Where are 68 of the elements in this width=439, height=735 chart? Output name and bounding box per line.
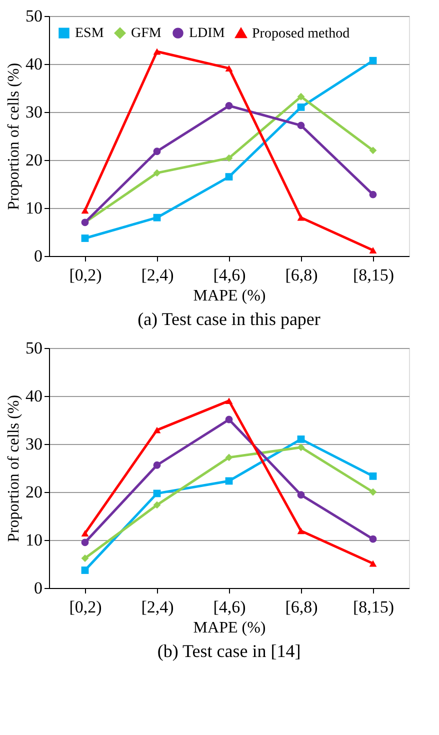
point	[153, 148, 161, 156]
point	[369, 535, 377, 543]
point	[297, 444, 305, 452]
x-tick-label: [6,8)	[285, 266, 318, 284]
y-tick-label: 30	[26, 434, 42, 454]
x-tick-label: [8,15)	[352, 598, 394, 616]
point	[297, 214, 305, 221]
y-tick-label: 10	[26, 198, 42, 218]
point	[81, 538, 89, 546]
point	[297, 528, 305, 534]
y-tick-label: 30	[26, 102, 42, 122]
point	[297, 92, 305, 100]
point	[225, 154, 233, 162]
point	[153, 169, 161, 177]
point	[297, 491, 305, 499]
point	[225, 416, 233, 424]
point	[153, 461, 161, 469]
x-tick-label: [4,6)	[213, 266, 246, 284]
point	[81, 234, 89, 242]
point	[369, 146, 377, 154]
x-axis-title: MAPE (%)	[193, 620, 266, 636]
point	[369, 472, 377, 480]
point	[297, 122, 305, 130]
x-tick-label: [2,4)	[141, 266, 174, 284]
legend-label: GFM	[131, 26, 162, 42]
x-axis-title: MAPE (%)	[193, 288, 266, 304]
x-tick-label: [2,4)	[141, 598, 174, 616]
point	[369, 56, 377, 64]
point	[225, 173, 233, 181]
point	[225, 102, 233, 110]
y-tick-label: 40	[26, 54, 42, 74]
y-axis-title: Proportion of cells (%)	[6, 394, 22, 542]
point	[81, 530, 89, 536]
x-tick-label: [6,8)	[285, 598, 318, 616]
y-tick-label: 50	[26, 338, 42, 358]
x-tick-label: [0,2)	[69, 598, 102, 616]
y-tick-label: 50	[26, 6, 42, 26]
point	[153, 501, 161, 509]
y-tick-label: 0	[34, 578, 42, 598]
point	[81, 207, 89, 214]
text: (a) Test case in this paper	[138, 309, 320, 329]
point	[225, 454, 233, 462]
legend-label: ESM	[75, 26, 104, 42]
x-tick-label: [8,15)	[352, 266, 394, 284]
point	[225, 398, 233, 404]
point	[153, 214, 161, 222]
point	[225, 65, 233, 72]
point	[153, 490, 161, 498]
y-tick-label: 20	[26, 482, 42, 502]
x-tick-label: [0,2)	[69, 266, 102, 284]
y-tick-label: 20	[26, 150, 42, 170]
point	[369, 488, 377, 496]
point	[369, 190, 377, 198]
legend-label: LDIM	[189, 26, 226, 42]
text: (b) Test case in [14]	[157, 641, 301, 661]
x-tick-label: [4,6)	[213, 598, 246, 616]
legend-label: Proposed method	[252, 26, 350, 42]
y-tick-label: 0	[34, 246, 42, 266]
point	[369, 247, 377, 254]
point	[153, 426, 161, 434]
y-axis-title: Proportion of cells (%)	[6, 62, 22, 210]
y-tick-label: 40	[26, 386, 42, 406]
point	[297, 435, 305, 443]
point	[369, 560, 377, 567]
point	[81, 566, 89, 574]
point	[297, 103, 305, 111]
y-tick-label: 10	[26, 530, 42, 550]
point	[153, 48, 161, 55]
